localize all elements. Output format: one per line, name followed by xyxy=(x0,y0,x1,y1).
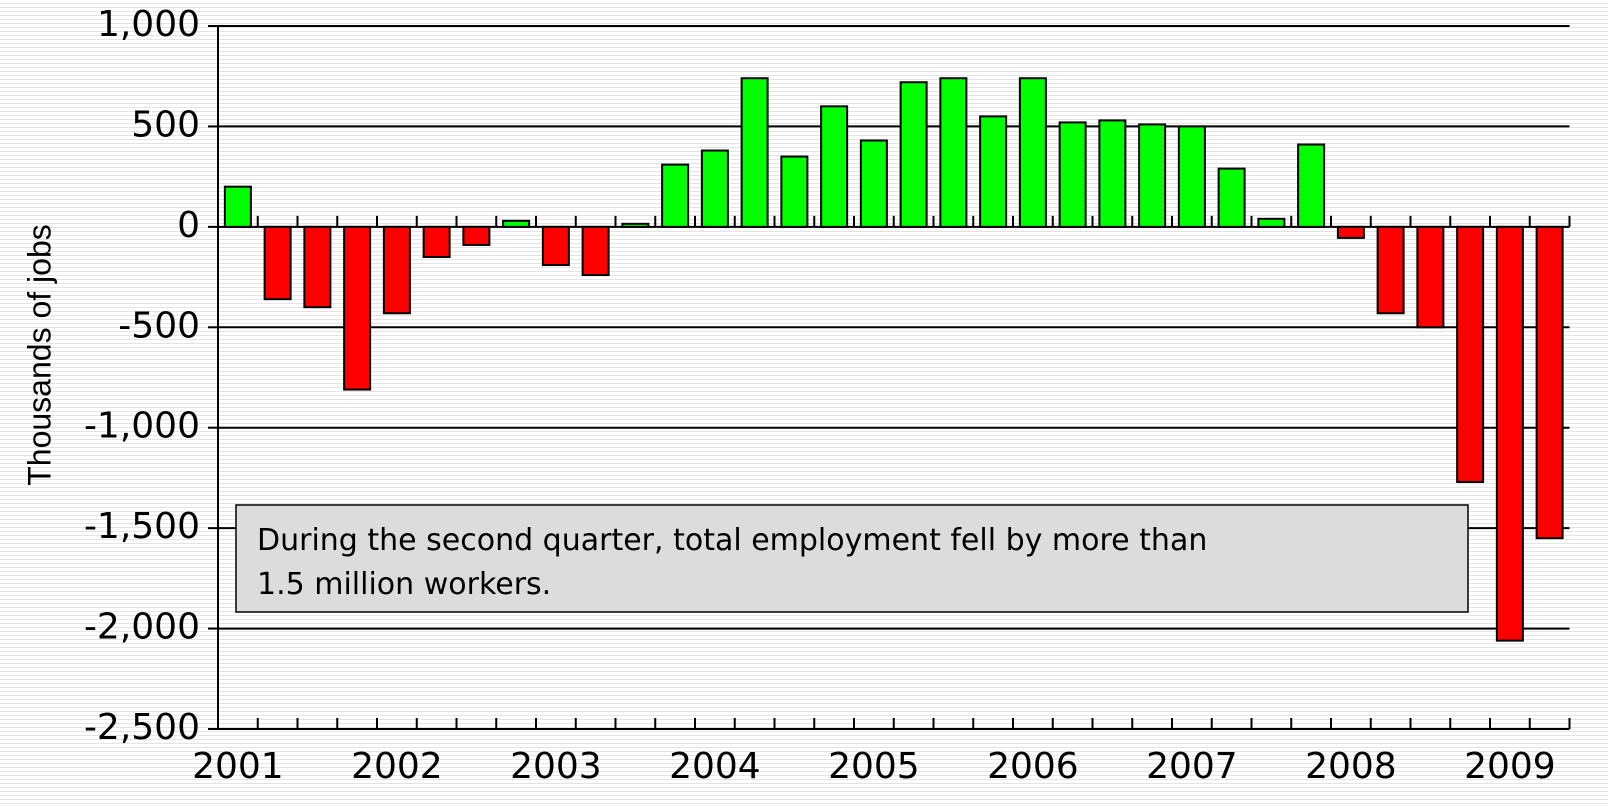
x-tick-label: 2007 xyxy=(1146,746,1238,787)
bar xyxy=(621,222,650,228)
bar xyxy=(1217,167,1246,228)
bar xyxy=(303,225,332,309)
bar xyxy=(1336,225,1365,239)
bar xyxy=(263,225,292,301)
x-tick-label: 2001 xyxy=(192,746,284,787)
bar xyxy=(820,105,849,228)
y-tick-label: -2,000 xyxy=(84,607,200,648)
y-axis-label: Thousands of jobs xyxy=(21,224,57,486)
bar xyxy=(1257,217,1286,228)
bar xyxy=(1535,225,1564,540)
x-tick-label: 2003 xyxy=(510,746,602,787)
bar xyxy=(422,225,451,258)
annotation-text: 1.5 million workers. xyxy=(257,567,551,602)
bar xyxy=(1058,121,1087,228)
bar xyxy=(1098,119,1127,228)
bar xyxy=(502,219,531,228)
bar xyxy=(939,77,968,228)
bar xyxy=(343,225,372,391)
bar xyxy=(1138,123,1167,228)
bar xyxy=(382,225,411,315)
x-tick-label: 2004 xyxy=(669,746,761,787)
bar xyxy=(1018,77,1047,228)
bar xyxy=(581,225,610,277)
x-tick-label: 2005 xyxy=(828,746,920,787)
y-tick-label: -2,500 xyxy=(84,707,200,748)
bar xyxy=(1416,225,1445,329)
x-tick-label: 2009 xyxy=(1464,746,1556,787)
bar xyxy=(780,155,809,228)
bar xyxy=(1495,225,1524,642)
bar xyxy=(661,163,690,228)
bar xyxy=(899,81,928,228)
annotation-box xyxy=(235,504,1469,613)
bar xyxy=(1456,225,1485,483)
bar xyxy=(223,185,252,228)
y-tick-label: 1,000 xyxy=(97,4,200,45)
annotation-text: During the second quarter, total employm… xyxy=(257,523,1207,558)
bar xyxy=(541,225,570,267)
y-tick-label: -500 xyxy=(118,305,200,346)
x-tick-label: 2006 xyxy=(987,746,1079,787)
y-tick-label: -1,000 xyxy=(84,406,200,447)
bar xyxy=(1376,225,1405,315)
bar xyxy=(1177,125,1206,228)
bar xyxy=(979,115,1008,228)
y-tick-label: -1,500 xyxy=(84,506,200,547)
bar xyxy=(700,149,729,228)
bar xyxy=(1297,143,1326,228)
bar xyxy=(740,77,769,228)
x-tick-label: 2008 xyxy=(1305,746,1397,787)
y-tick-label: 500 xyxy=(131,104,200,145)
x-tick-label: 2002 xyxy=(351,746,443,787)
bar xyxy=(859,139,888,228)
bar xyxy=(462,225,491,246)
y-tick-label: 0 xyxy=(177,205,200,246)
